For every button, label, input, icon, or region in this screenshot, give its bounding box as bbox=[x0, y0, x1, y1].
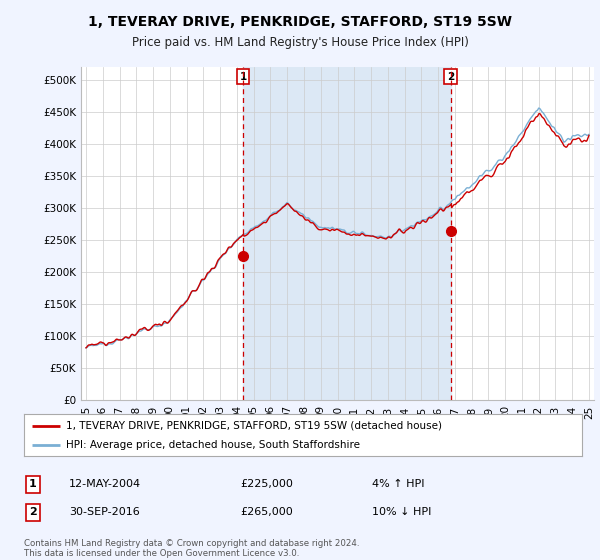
Text: 1: 1 bbox=[239, 72, 247, 82]
Bar bbox=[243, 67, 451, 400]
Text: 1: 1 bbox=[29, 479, 37, 489]
Text: 4% ↑ HPI: 4% ↑ HPI bbox=[372, 479, 425, 489]
Text: £225,000: £225,000 bbox=[240, 479, 293, 489]
Text: HPI: Average price, detached house, South Staffordshire: HPI: Average price, detached house, Sout… bbox=[66, 440, 360, 450]
Text: £265,000: £265,000 bbox=[240, 507, 293, 517]
Text: 30-SEP-2016: 30-SEP-2016 bbox=[69, 507, 140, 517]
Text: 2: 2 bbox=[29, 507, 37, 517]
Text: 2: 2 bbox=[447, 72, 454, 82]
Text: 1, TEVERAY DRIVE, PENKRIDGE, STAFFORD, ST19 5SW: 1, TEVERAY DRIVE, PENKRIDGE, STAFFORD, S… bbox=[88, 15, 512, 29]
Text: 10% ↓ HPI: 10% ↓ HPI bbox=[372, 507, 431, 517]
Text: Contains HM Land Registry data © Crown copyright and database right 2024.
This d: Contains HM Land Registry data © Crown c… bbox=[24, 539, 359, 558]
Text: 12-MAY-2004: 12-MAY-2004 bbox=[69, 479, 141, 489]
Text: 1, TEVERAY DRIVE, PENKRIDGE, STAFFORD, ST19 5SW (detached house): 1, TEVERAY DRIVE, PENKRIDGE, STAFFORD, S… bbox=[66, 421, 442, 431]
Text: Price paid vs. HM Land Registry's House Price Index (HPI): Price paid vs. HM Land Registry's House … bbox=[131, 36, 469, 49]
